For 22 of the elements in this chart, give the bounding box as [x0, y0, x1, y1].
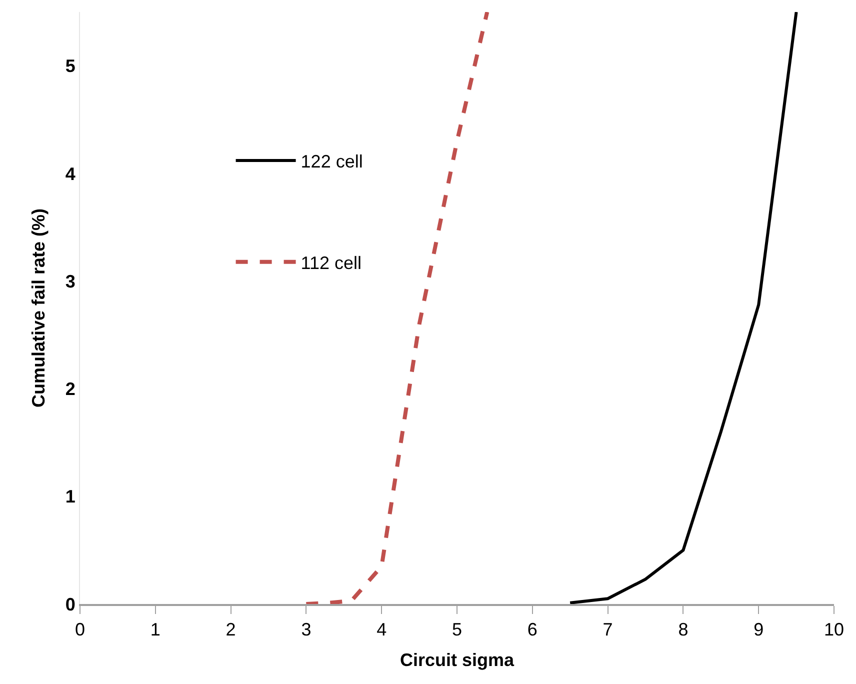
y-tick-label: 0 — [65, 594, 76, 614]
x-tick-label: 8 — [678, 620, 688, 640]
x-axis-title: Circuit sigma — [400, 650, 516, 670]
legend-label: 112 cell — [300, 252, 362, 273]
x-tick-label: 5 — [452, 620, 462, 640]
x-tick-label: 6 — [527, 620, 538, 640]
legend-label: 122 cell — [300, 151, 363, 172]
x-tick-label: 7 — [602, 620, 613, 640]
line-series — [304, 12, 490, 604]
x-tick-label: 2 — [226, 620, 236, 640]
y-axis-title: Cumulative fail rate (%) — [28, 208, 49, 408]
y-tick-label: 2 — [65, 379, 76, 400]
x-tick-label: 3 — [301, 620, 312, 640]
y-tick-label: 3 — [65, 271, 76, 292]
x-tick-label: 4 — [376, 620, 387, 640]
x-tick-label: 10 — [824, 620, 844, 640]
y-tick-label: 5 — [65, 56, 76, 76]
y-tick-label: 1 — [65, 486, 76, 507]
y-tick-label: 4 — [65, 164, 76, 184]
x-tick-label: 9 — [754, 620, 764, 640]
line-series — [568, 12, 798, 604]
x-tick-label: 1 — [150, 620, 160, 640]
